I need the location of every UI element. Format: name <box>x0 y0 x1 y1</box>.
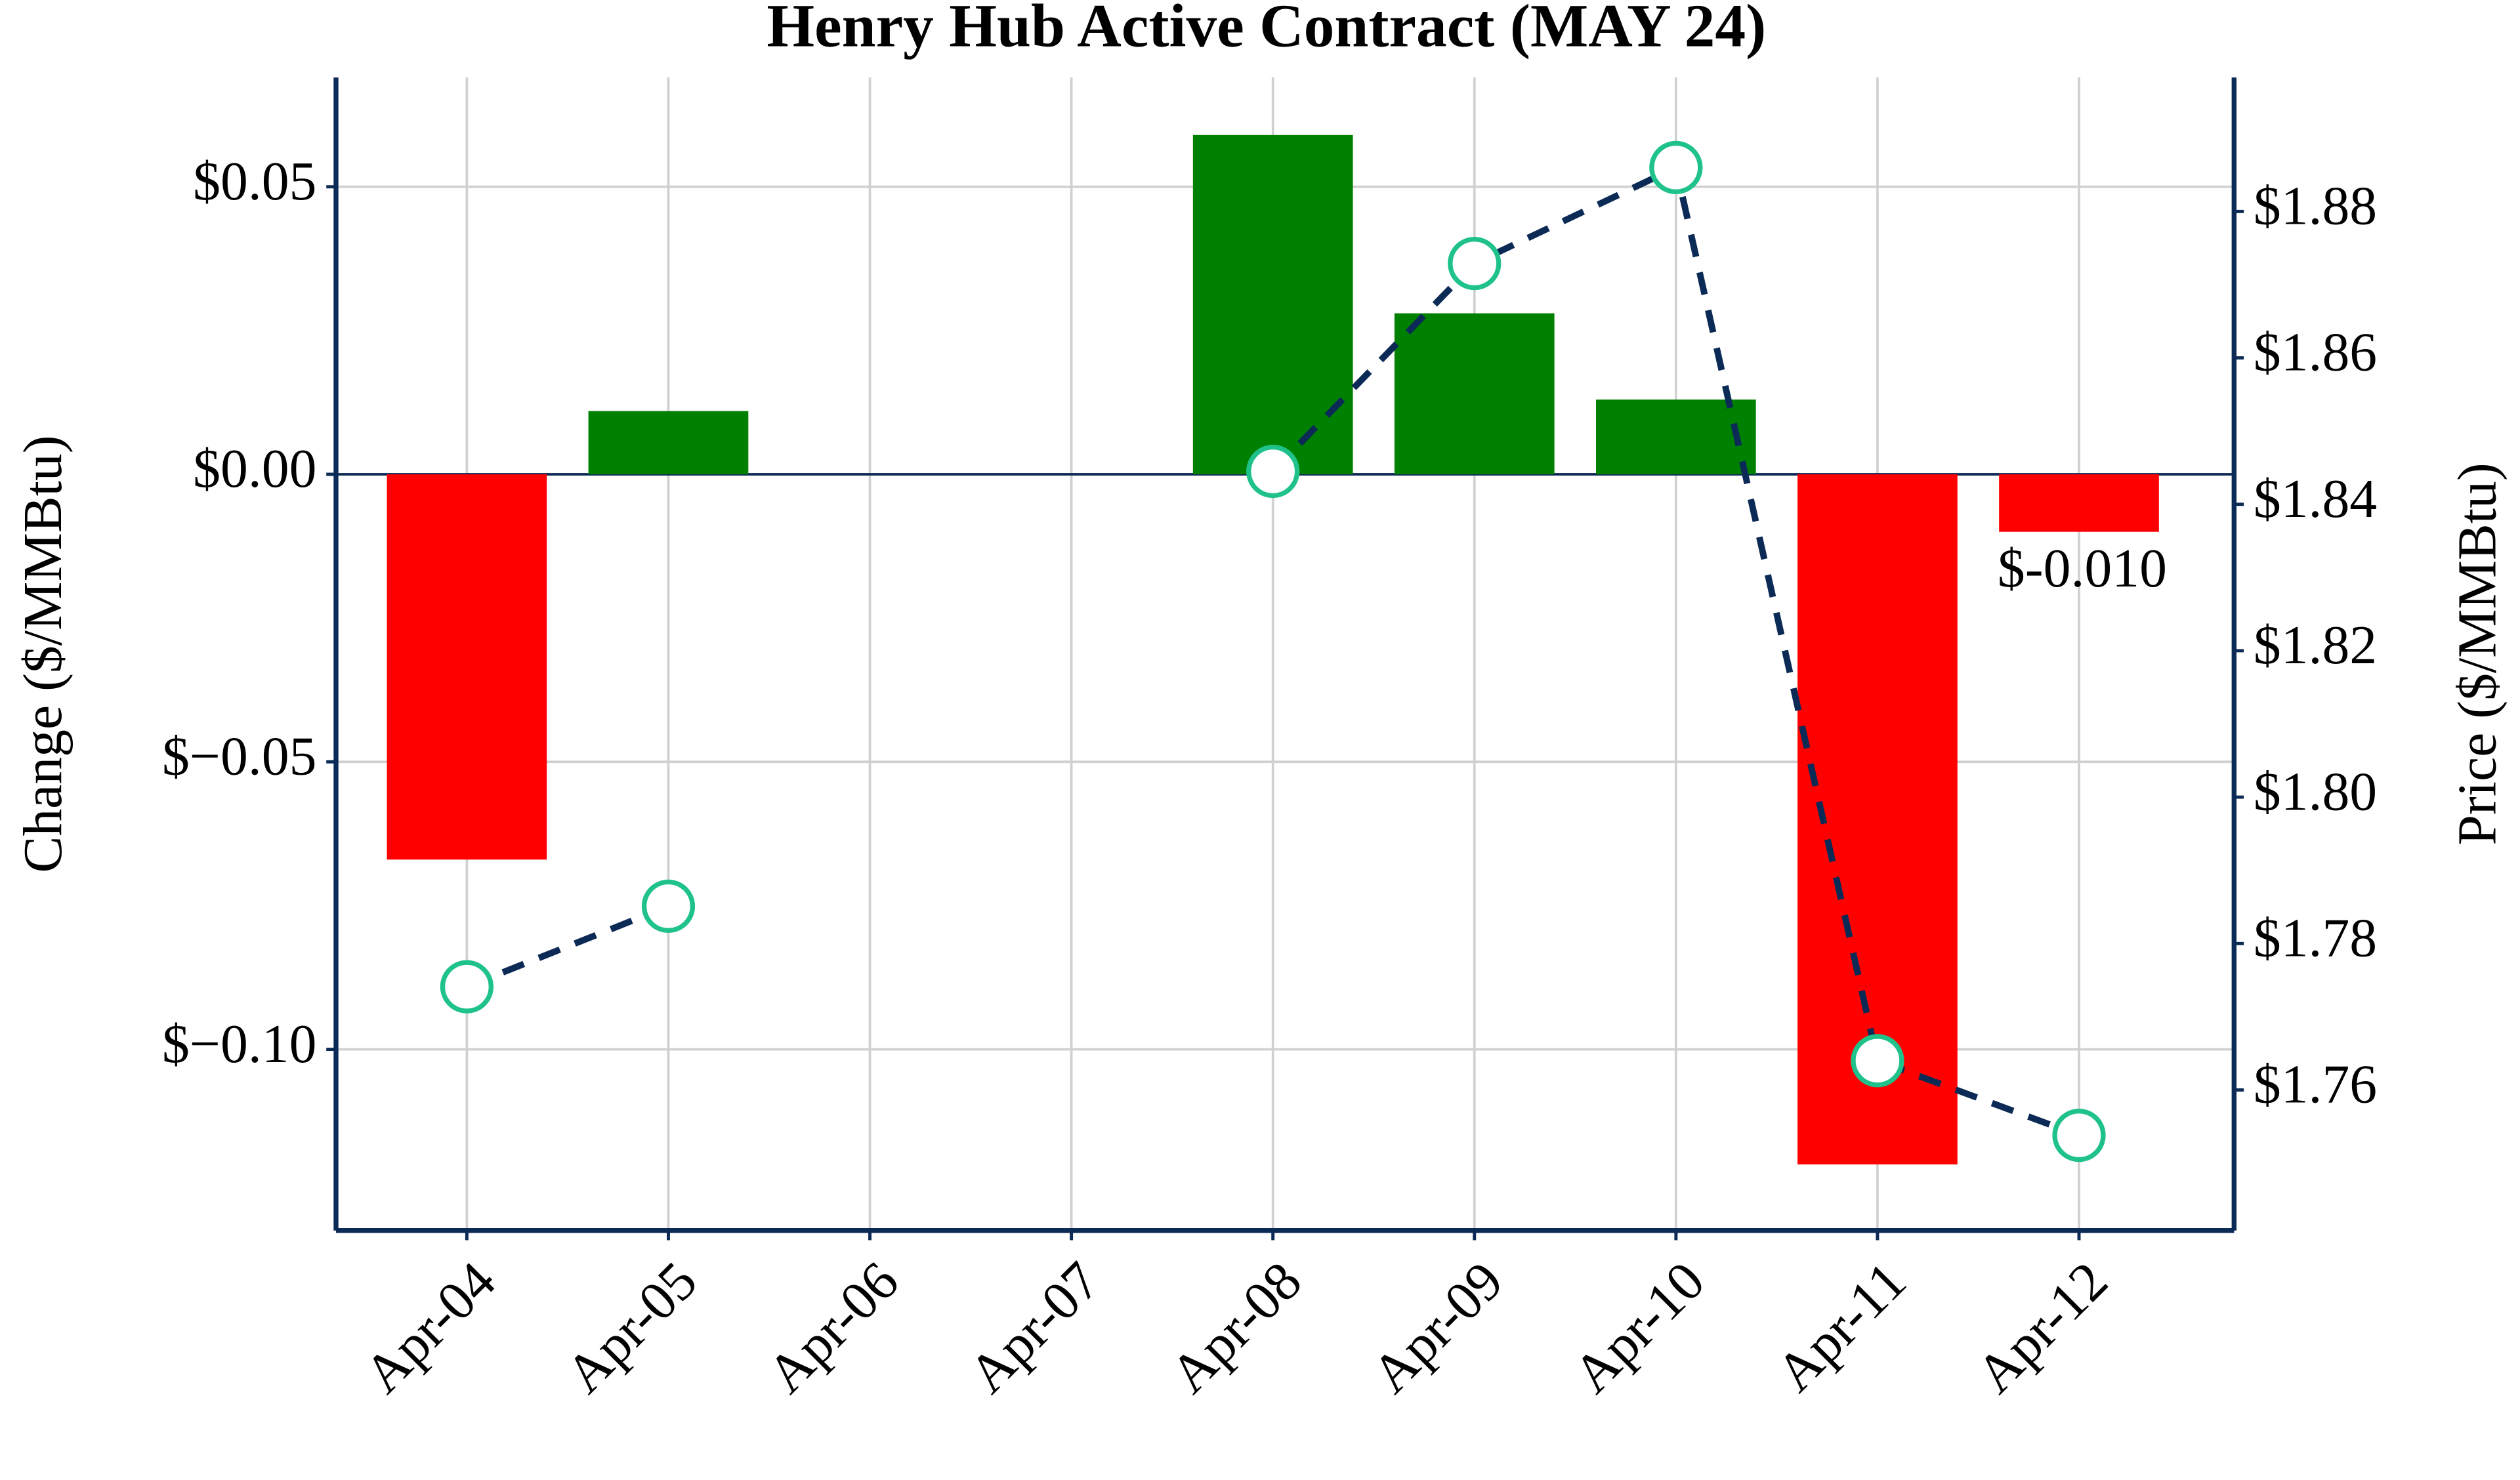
y2-tick-label: $1.78 <box>2254 907 2377 968</box>
chart-title: Henry Hub Active Contract (MAY 24) <box>766 0 1766 60</box>
price-marker <box>2052 1109 2106 1162</box>
y2-tick-label: $1.84 <box>2254 468 2377 529</box>
y-tick-label: $0.05 <box>193 151 316 212</box>
y2-tick-label: $1.88 <box>2254 176 2377 237</box>
bar <box>1192 134 1353 474</box>
y-tick-label: $0.00 <box>193 438 316 499</box>
y-tick-label: $−0.05 <box>162 726 317 787</box>
bar <box>1999 474 2159 532</box>
y2-axis-title: Price ($/MMBtu) <box>2447 462 2508 845</box>
bar <box>1394 313 1555 474</box>
y2-tick-label: $1.76 <box>2254 1054 2377 1115</box>
price-marker <box>1246 444 1300 499</box>
y2-tick-label: $1.80 <box>2254 761 2377 822</box>
price-marker <box>641 879 696 933</box>
bar <box>1596 400 1756 474</box>
price-marker <box>1448 236 1502 291</box>
price-marker <box>440 960 494 1014</box>
price-marker <box>1851 1034 1904 1088</box>
y2-tick-label: $1.82 <box>2254 615 2377 676</box>
bar <box>588 411 749 474</box>
data-label: $-0.010 <box>1998 538 2167 599</box>
y-axis-title: Change ($/MMBtu) <box>12 435 74 873</box>
y2-tick-label: $1.86 <box>2254 322 2377 383</box>
price-marker <box>1649 140 1703 195</box>
bar <box>387 474 547 860</box>
y-tick-label: $−0.10 <box>162 1014 317 1075</box>
